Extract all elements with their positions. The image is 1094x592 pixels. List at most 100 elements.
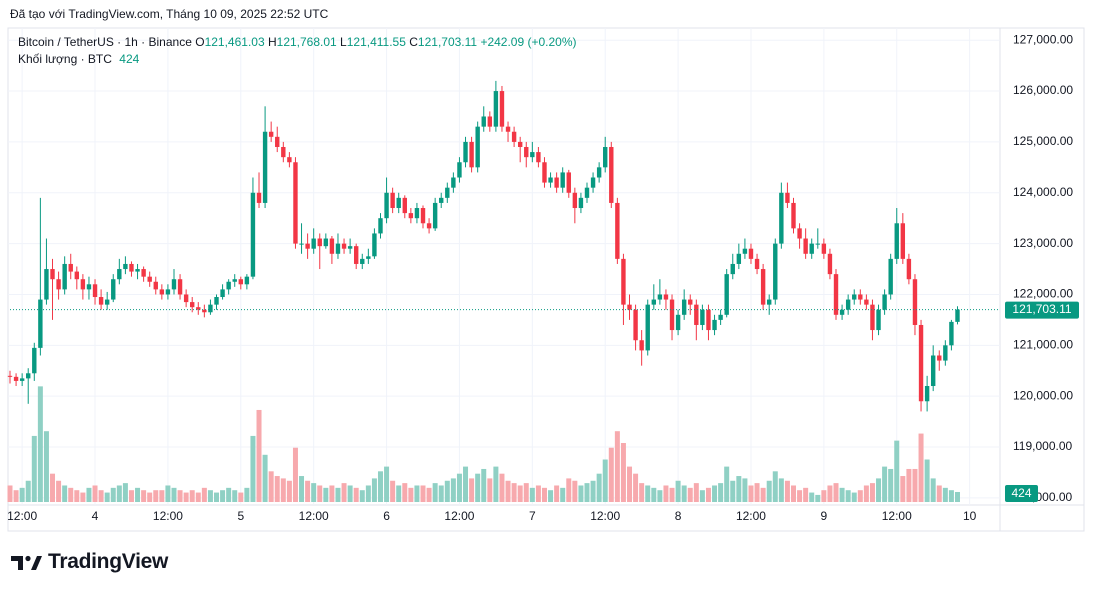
x-tick-label: 5 [237, 509, 244, 523]
x-tick-label: 12:00 [444, 509, 474, 523]
candle-body [165, 289, 171, 295]
volume-bar [323, 487, 329, 502]
volume-bar [930, 478, 936, 502]
candle-body [226, 281, 231, 290]
candle-body [663, 294, 669, 300]
volume-bar [390, 480, 396, 502]
candle-body [317, 238, 322, 247]
candle-body [275, 136, 280, 147]
candle-body [171, 279, 177, 290]
candle-body [712, 319, 717, 331]
candle-body [560, 172, 565, 188]
candle-body [293, 162, 298, 244]
candle-body [524, 146, 529, 158]
volume-bar [730, 480, 736, 502]
volume-bar [232, 490, 238, 502]
volume-bar [894, 440, 900, 502]
volume-bar [797, 490, 803, 502]
volume-bar [912, 468, 918, 502]
candle-body [451, 177, 456, 188]
x-tick-label: 12:00 [736, 509, 766, 523]
y-tick-label: 121,000.00 [1013, 337, 1073, 351]
volume-name: Khối lượng · BTC [18, 52, 112, 66]
grid [8, 28, 1000, 505]
volume-bar [256, 409, 262, 502]
candle-body [815, 243, 820, 245]
candle-body [870, 304, 875, 331]
candle-body [803, 238, 808, 254]
volume-bar [888, 468, 894, 502]
candle-body [32, 347, 37, 374]
volume-bar [523, 483, 529, 502]
candle-body [669, 299, 675, 331]
x-tick-label: 7 [529, 509, 536, 523]
volume-bar [882, 466, 888, 502]
candle-body [44, 269, 49, 300]
volume-bar [183, 492, 189, 502]
volume-bar [177, 490, 183, 502]
volume-bar [681, 485, 687, 502]
candle-body [827, 253, 833, 275]
ohlc-name: C [409, 35, 418, 49]
candle-body [797, 228, 802, 239]
candle-body [408, 213, 414, 219]
candle-body [730, 263, 735, 275]
volume-bar [584, 483, 590, 502]
candle-body [578, 197, 584, 209]
candle-body [281, 146, 286, 158]
volume-bar [377, 471, 383, 502]
x-tick-label: 12:00 [7, 509, 37, 523]
volume-bar [481, 468, 487, 502]
candle-body [930, 355, 936, 387]
volume-bar [280, 478, 286, 502]
volume-bar [171, 487, 177, 502]
volume-bar [37, 386, 43, 502]
volume-bar [201, 487, 207, 502]
candles [7, 80, 960, 412]
volume-bar [456, 473, 462, 502]
candle-body [736, 253, 742, 264]
candle-body [305, 243, 310, 249]
volume-bar [900, 476, 906, 502]
candle-body [937, 355, 942, 361]
volume-bar [329, 485, 335, 502]
candle-body [432, 202, 438, 229]
candle-body [852, 294, 857, 300]
candle-body [839, 309, 845, 315]
volume-bar [554, 485, 560, 502]
volume-bar [712, 485, 718, 502]
volume-bar [918, 433, 924, 502]
candle-body [706, 309, 711, 331]
volume-bar [274, 476, 280, 502]
candle-body [633, 309, 638, 341]
candle-body [463, 141, 468, 163]
x-tick-label: 10 [963, 509, 977, 523]
candle-body [487, 116, 493, 127]
candle-body [949, 321, 954, 346]
volume-bar [942, 487, 948, 502]
volume-bar [43, 431, 49, 502]
candle-body [153, 281, 158, 290]
volume-bar [189, 490, 195, 502]
volume-bar [718, 483, 724, 502]
volume-tag-label: 424 [1011, 486, 1031, 500]
candle-body [232, 279, 237, 282]
volume-bar [754, 483, 760, 502]
y-tick-label: 120,000.00 [1013, 388, 1073, 402]
candle-body [111, 279, 116, 300]
candle-body [809, 243, 814, 254]
candle-body [74, 271, 80, 280]
candle-body [876, 309, 881, 331]
candle-body [511, 131, 517, 142]
volume-pane [7, 386, 960, 502]
y-tick-label: 125,000.00 [1013, 134, 1073, 148]
candle-body [268, 131, 274, 137]
candle-body [86, 284, 92, 290]
volume-bar [833, 483, 839, 502]
volume-bar [857, 490, 863, 502]
candle-body [748, 248, 754, 259]
volume-bar [639, 483, 645, 502]
volume-tag [1005, 485, 1038, 502]
candle-body [530, 152, 535, 158]
candle-body [493, 91, 499, 127]
